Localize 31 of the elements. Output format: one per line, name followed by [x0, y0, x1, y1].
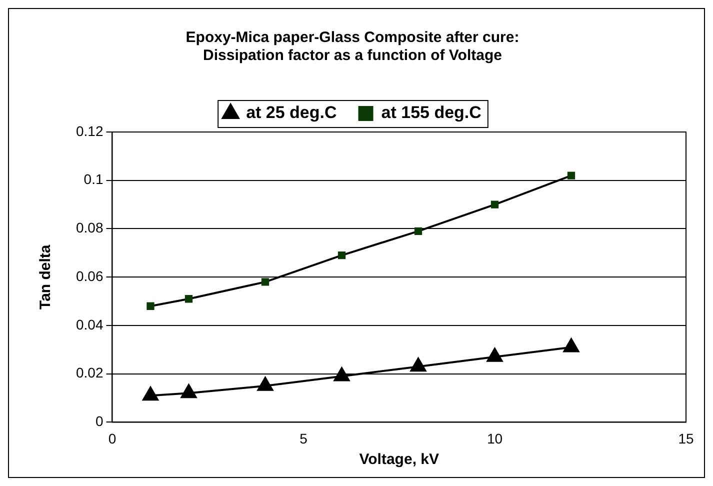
point — [142, 386, 158, 401]
y-tick-label: 0.04 — [76, 316, 104, 332]
legend-label: at 155 deg.C — [381, 103, 482, 122]
point — [257, 376, 274, 391]
x-tick-label: 10 — [486, 430, 503, 446]
x-tick-label: 15 — [678, 430, 694, 446]
x-axis-title: Voltage, kV — [359, 451, 439, 468]
point — [261, 278, 270, 286]
point — [563, 338, 580, 352]
point — [180, 384, 197, 398]
point — [334, 367, 350, 382]
y-axis-title: Tan delta — [37, 244, 54, 310]
point — [184, 295, 193, 303]
y-tick-label: 0.08 — [76, 220, 104, 236]
point — [338, 252, 346, 260]
y-tick-label: 0.06 — [76, 268, 104, 284]
y-tick-label: 0.12 — [76, 122, 104, 139]
point — [486, 348, 503, 362]
point — [414, 227, 422, 235]
y-tick-label: 0.1 — [84, 171, 104, 188]
legend-label: at 25 deg.C — [246, 103, 337, 122]
point — [146, 302, 154, 310]
point — [410, 358, 426, 372]
point — [567, 172, 576, 180]
y-tick-label: 0.02 — [76, 364, 104, 381]
x-tick-label: 0 — [108, 430, 116, 446]
x-tick-label: 5 — [300, 430, 308, 446]
text: Epoxy-Mica paper-Glass Composite after cure: — [186, 29, 520, 46]
text: Dissipation factor as a function of Voltage — [203, 47, 502, 64]
y-tick-label: 0 — [95, 413, 104, 430]
point — [490, 200, 499, 208]
